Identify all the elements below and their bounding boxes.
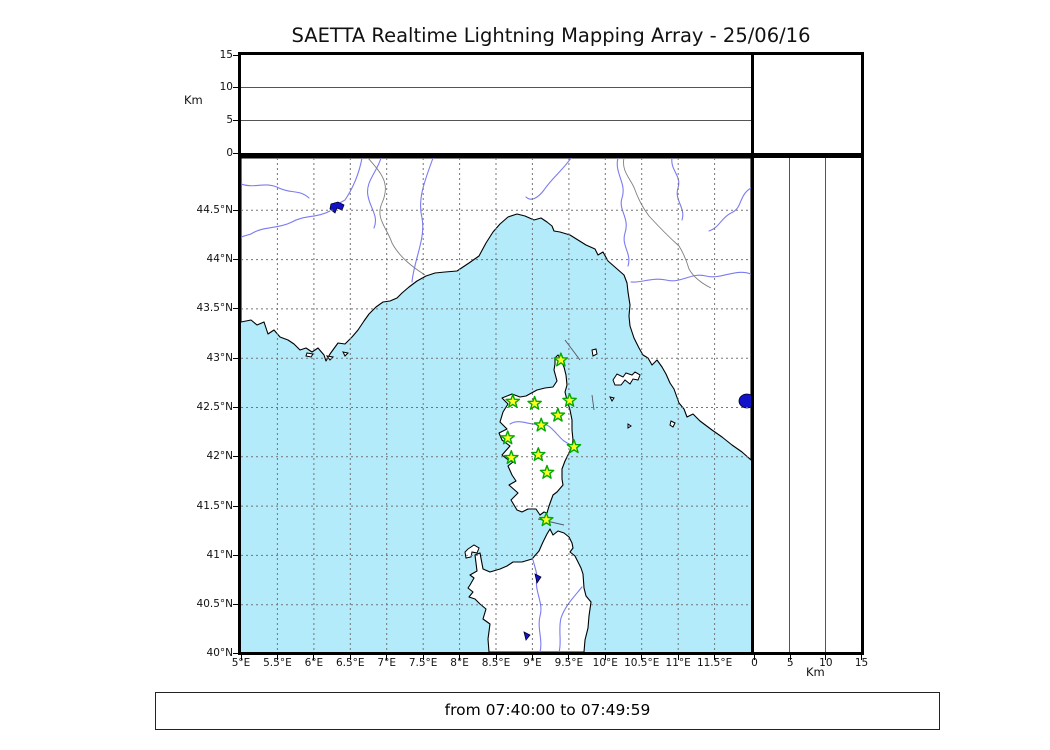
lon-tick-mark <box>714 655 716 660</box>
lon-tick-label: 7.5°E <box>408 657 438 669</box>
lat-tick-label: 41°N <box>206 548 233 561</box>
map-panel <box>238 155 754 655</box>
station-marker <box>533 417 549 432</box>
lat-tick-label: 41.5°N <box>196 499 233 512</box>
altitude-top-tick-label: 5 <box>226 113 233 126</box>
lon-tick-mark <box>240 655 242 660</box>
altitude-gridline-5km <box>241 119 751 121</box>
lat-tick-label: 43°N <box>206 351 233 364</box>
altitude-latitude-panel <box>751 155 864 655</box>
altitude-right-tick-mark <box>861 655 862 660</box>
station-marker <box>504 450 519 465</box>
lon-tick-mark <box>349 655 351 660</box>
lon-tick-label: 8°E <box>450 657 469 669</box>
station-marker <box>562 392 577 407</box>
altitude-longitude-panel <box>238 52 754 156</box>
lon-tick-mark <box>495 655 497 660</box>
station-marker <box>538 512 554 527</box>
altitude-right-tick-label: 5 <box>786 657 794 669</box>
lat-tick-label: 40.5°N <box>196 598 233 611</box>
lake-coghinas <box>534 573 542 585</box>
station-marker <box>500 430 515 445</box>
lat-tick-label: 44.5°N <box>196 203 233 216</box>
island-giglio <box>669 420 676 428</box>
island-hyeres-1 <box>305 352 314 358</box>
station-marker <box>527 395 542 410</box>
island-montecristo <box>627 423 632 429</box>
lon-tick-label: 10°E <box>592 657 618 669</box>
station-marker <box>553 352 569 367</box>
station-marker <box>566 439 582 454</box>
grid-lines <box>241 158 751 652</box>
station-marker <box>530 447 546 462</box>
altitude-right-tick-mark <box>789 655 791 660</box>
altitude-right-tick-mark <box>825 655 827 660</box>
corner-panel <box>751 52 864 156</box>
lat-tick-label: 42.5°N <box>196 400 233 413</box>
lon-tick-mark <box>604 655 606 660</box>
island-elba <box>612 371 641 386</box>
page-title: SAETTA Realtime Lightning Mapping Array … <box>291 24 811 47</box>
lon-tick-label: 8.5°E <box>481 657 511 669</box>
station-marker <box>505 393 521 408</box>
station-marker <box>539 464 555 479</box>
altitude-top-tick-label: 0 <box>226 146 233 159</box>
lon-tick-mark <box>531 655 533 660</box>
lon-tick-mark <box>677 655 679 660</box>
lake-sardinia-2 <box>523 631 531 641</box>
lon-tick-mark <box>459 655 461 660</box>
lat-tick-label: 44°N <box>206 253 233 266</box>
station-marker <box>550 407 566 422</box>
lon-tick-label: 9.5°E <box>554 657 584 669</box>
lakes <box>329 201 751 641</box>
lon-tick-label: 11°E <box>665 657 691 669</box>
lon-tick-mark <box>313 655 315 660</box>
island-pianosa <box>609 396 615 402</box>
rivers <box>241 158 751 652</box>
altitude-unit-label-left: Km <box>184 93 203 107</box>
altitude-top-tick-label: 10 <box>219 81 233 94</box>
altitude-gridline-5km <box>789 158 791 652</box>
lon-tick-label: 7°E <box>377 657 396 669</box>
altitude-right-tick-label: 15 <box>854 657 869 669</box>
lon-tick-mark <box>641 655 643 660</box>
lon-tick-mark <box>568 655 570 660</box>
coastline-mainland <box>241 158 751 461</box>
lon-tick-mark <box>276 655 278 660</box>
lon-tick-label: 10.5°E <box>624 657 660 669</box>
altitude-right-tick-mark <box>754 655 755 660</box>
island-capraia <box>591 348 598 357</box>
lon-tick-label: 11.5°E <box>696 657 733 669</box>
lon-tick-label: 6.5°E <box>335 657 365 669</box>
lon-tick-label: 5.5°E <box>263 657 292 669</box>
altitude-top-tick-label: 15 <box>219 48 233 61</box>
lon-tick-label: 6°E <box>304 657 324 669</box>
lon-tick-label: 9°E <box>523 657 542 669</box>
lat-tick-label: 40°N <box>206 647 233 660</box>
altitude-gridline-10km <box>241 87 751 89</box>
lon-tick-mark <box>422 655 424 660</box>
lake-serre-poncon <box>329 201 345 214</box>
coastline-corsica <box>498 354 574 516</box>
time-range-text: from 07:40:00 to 07:49:59 <box>444 701 651 719</box>
station-markers <box>500 352 582 527</box>
lake-bolsena <box>738 393 751 409</box>
island-asinara <box>464 544 480 559</box>
lon-tick-mark <box>386 655 388 660</box>
island-hyeres-3 <box>342 351 350 357</box>
lat-tick-label: 42°N <box>206 450 233 463</box>
lon-tick-label: 5°E <box>231 657 251 669</box>
lat-tick-label: 43.5°N <box>196 302 233 315</box>
altitude-unit-label-bottom: Km <box>806 665 825 679</box>
time-range-box: from 07:40:00 to 07:49:59 <box>155 692 940 730</box>
geographic-map <box>241 158 751 652</box>
country-borders <box>367 158 712 289</box>
altitude-gridline-10km <box>824 158 826 652</box>
altitude-right-tick-label: 0 <box>751 657 758 669</box>
